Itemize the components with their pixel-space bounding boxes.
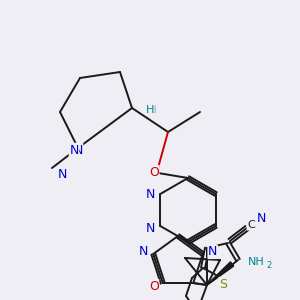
- Polygon shape: [207, 262, 234, 285]
- Text: H: H: [148, 105, 156, 115]
- Text: O: O: [149, 280, 159, 292]
- Text: NH: NH: [248, 257, 264, 267]
- Text: 2: 2: [266, 262, 272, 271]
- Text: N: N: [57, 167, 67, 181]
- Polygon shape: [207, 262, 234, 285]
- Text: N: N: [69, 143, 79, 157]
- Text: O: O: [149, 166, 159, 178]
- Text: N: N: [146, 221, 155, 235]
- Text: H: H: [146, 105, 154, 115]
- Text: S: S: [219, 278, 227, 290]
- Text: N: N: [146, 188, 155, 200]
- Text: N: N: [208, 245, 218, 259]
- Text: C: C: [247, 220, 255, 230]
- Text: N: N: [139, 245, 148, 259]
- Text: N: N: [73, 143, 83, 157]
- Text: N: N: [256, 212, 266, 224]
